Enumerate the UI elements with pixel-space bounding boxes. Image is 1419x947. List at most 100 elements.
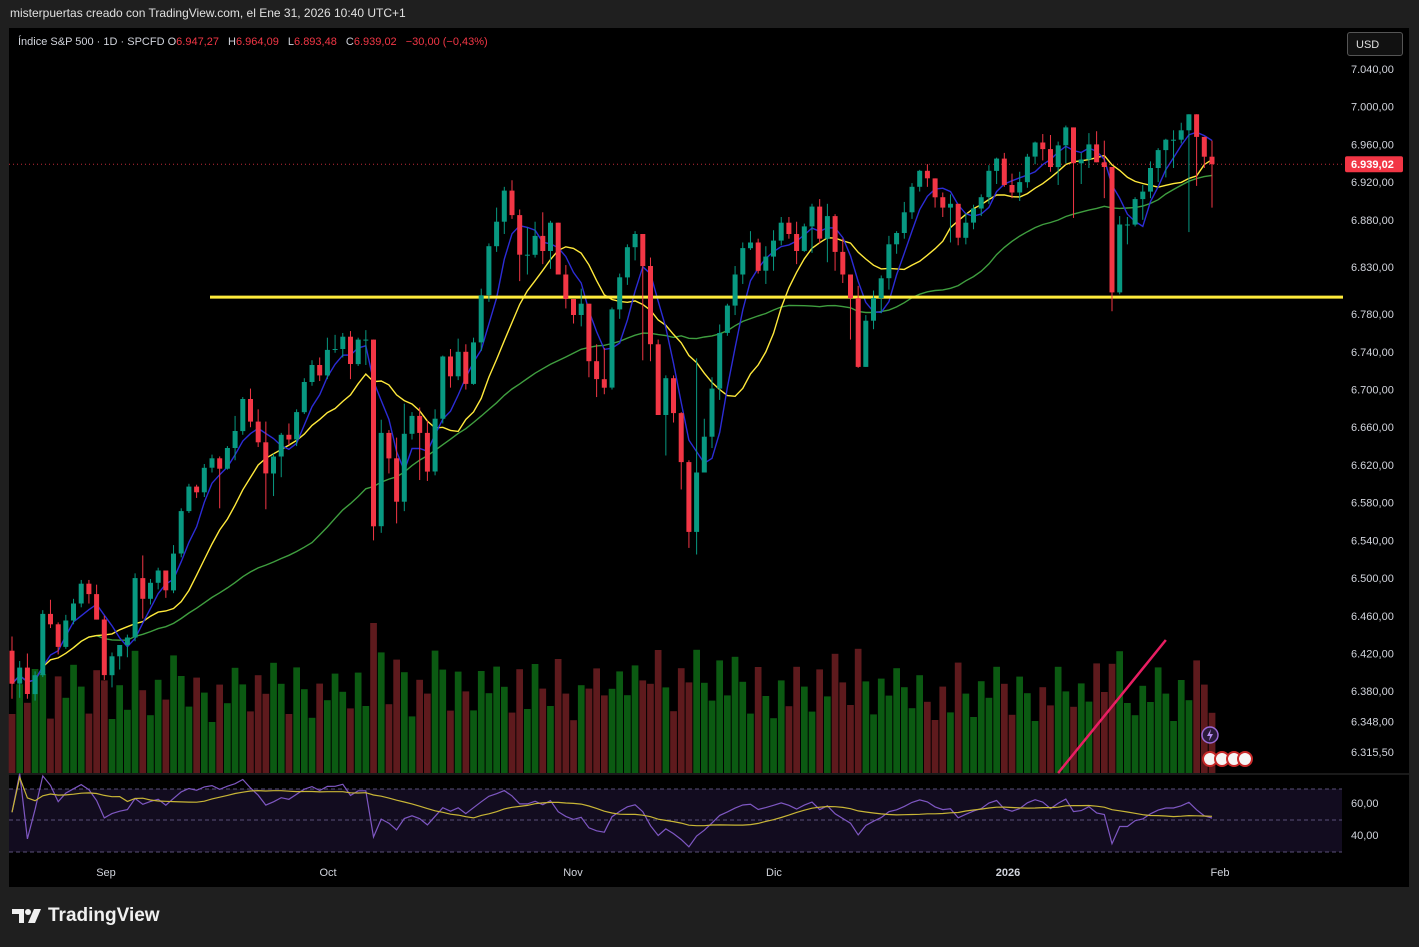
volume-bar bbox=[24, 702, 31, 773]
candle bbox=[840, 238, 846, 283]
rsi-tick-label: 60,00 bbox=[1351, 798, 1379, 810]
candle bbox=[386, 430, 392, 474]
volume-bar bbox=[362, 706, 370, 773]
price-tick-label: 6.740,00 bbox=[1351, 347, 1394, 359]
candle-body bbox=[848, 274, 853, 299]
volume-bar bbox=[493, 666, 500, 773]
candle bbox=[786, 217, 792, 239]
candle bbox=[478, 288, 484, 351]
candle bbox=[709, 377, 715, 448]
candle-body bbox=[563, 274, 569, 299]
candle-body bbox=[940, 197, 946, 208]
volume-bar bbox=[208, 722, 216, 773]
candle bbox=[609, 307, 615, 390]
candle-body bbox=[317, 365, 323, 376]
volume-bar bbox=[662, 687, 670, 773]
currency-button[interactable]: USD bbox=[1347, 32, 1403, 56]
volume-bar bbox=[124, 709, 131, 773]
volume-bar bbox=[870, 714, 877, 773]
candle-body bbox=[101, 619, 107, 676]
candle-body bbox=[1155, 150, 1161, 168]
candle-body bbox=[148, 582, 153, 599]
candle bbox=[124, 634, 130, 658]
candle bbox=[1055, 141, 1061, 185]
candle bbox=[294, 409, 300, 447]
candle bbox=[401, 403, 407, 512]
candle-body bbox=[40, 613, 46, 676]
candle bbox=[1109, 167, 1115, 312]
ma-fast-line bbox=[11, 131, 1213, 685]
volume-bar bbox=[39, 674, 47, 773]
volume-bar bbox=[754, 667, 762, 773]
candle bbox=[540, 212, 546, 265]
volume-bar bbox=[1077, 683, 1085, 773]
candle bbox=[417, 407, 423, 481]
rsi-pane: 60,00 40,00 bbox=[9, 726, 1409, 853]
candle-body bbox=[909, 186, 915, 213]
candle bbox=[348, 331, 353, 380]
candle bbox=[978, 194, 984, 217]
candle bbox=[440, 355, 446, 424]
candle bbox=[832, 214, 838, 271]
ohlc-legend: Índice S&P 500 · 1D · SPCFD O6.947,27 H6… bbox=[18, 36, 488, 48]
candle-body bbox=[378, 432, 384, 527]
volume-bar bbox=[477, 671, 485, 773]
price-tick-label: 6.620,00 bbox=[1351, 460, 1394, 472]
volume-bar bbox=[485, 693, 493, 773]
candle bbox=[994, 157, 1000, 185]
candle-body bbox=[1148, 168, 1153, 192]
candle bbox=[563, 265, 569, 309]
candle-body bbox=[517, 215, 523, 255]
candle-body bbox=[240, 399, 246, 432]
volume-bar bbox=[285, 714, 293, 773]
candle-body bbox=[140, 578, 146, 599]
volume-bar bbox=[1101, 692, 1108, 773]
volume-bar bbox=[8, 714, 16, 773]
candle bbox=[32, 671, 38, 701]
candle-body bbox=[917, 170, 923, 187]
price-tick-label: 6.830,00 bbox=[1351, 262, 1394, 274]
candle-body bbox=[1178, 130, 1184, 140]
volume-bar bbox=[416, 679, 423, 773]
candle bbox=[317, 357, 323, 382]
candle bbox=[871, 290, 876, 330]
candle-body bbox=[755, 242, 761, 271]
price-tick-label: 6.880,00 bbox=[1351, 215, 1394, 227]
candle-body bbox=[478, 295, 484, 343]
candle bbox=[740, 242, 746, 284]
candle-body bbox=[732, 274, 738, 306]
candle bbox=[86, 579, 92, 604]
candle-body bbox=[617, 277, 623, 310]
candle-body bbox=[740, 248, 746, 275]
candle bbox=[863, 315, 869, 367]
candle bbox=[917, 169, 923, 192]
candle-body bbox=[924, 170, 930, 179]
candle bbox=[286, 423, 292, 446]
candle bbox=[809, 203, 815, 253]
event-markers[interactable] bbox=[1201, 726, 1253, 767]
high-value: 6.964,09 bbox=[236, 36, 279, 48]
candle bbox=[663, 375, 669, 456]
volume-bar bbox=[377, 652, 385, 773]
candle bbox=[232, 415, 238, 461]
candle-body bbox=[1009, 185, 1015, 193]
volume-bar bbox=[601, 695, 608, 773]
tradingview-logo[interactable]: TradingView bbox=[12, 905, 160, 927]
volume-bar bbox=[1139, 685, 1147, 773]
volume-bar bbox=[139, 690, 147, 773]
candle-body bbox=[901, 212, 907, 233]
candle bbox=[678, 412, 684, 490]
candle-body bbox=[809, 206, 815, 227]
candle bbox=[40, 610, 46, 678]
volume-bar bbox=[539, 688, 547, 773]
volume-bar bbox=[1085, 701, 1093, 773]
candle-body bbox=[1071, 127, 1076, 164]
volume-bar bbox=[62, 697, 70, 773]
volume-bar bbox=[793, 666, 800, 773]
indicator-lines bbox=[11, 131, 1213, 774]
candle bbox=[424, 420, 430, 481]
candle-body bbox=[709, 388, 715, 437]
candle bbox=[109, 652, 115, 688]
candle-body bbox=[348, 336, 353, 364]
